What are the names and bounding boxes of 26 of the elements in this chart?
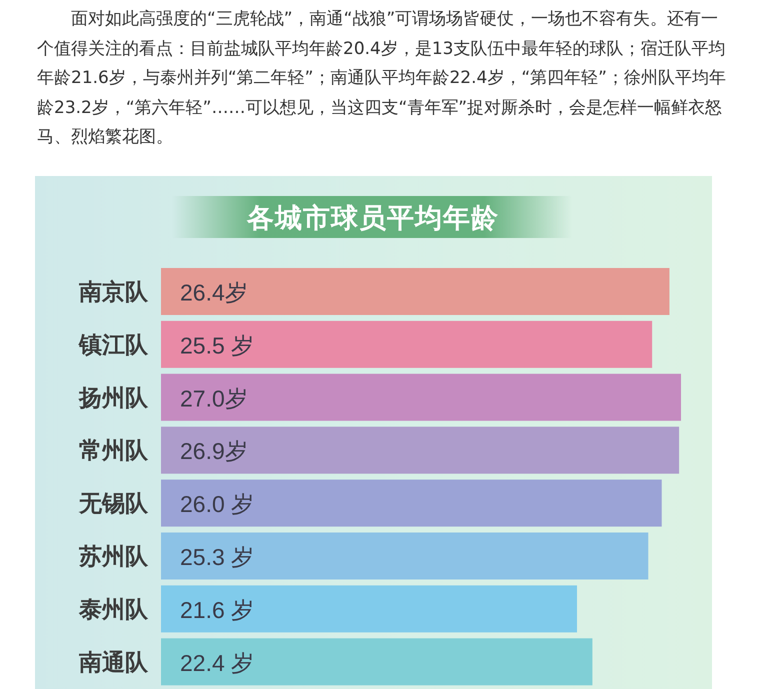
bar — [161, 320, 652, 368]
y-tick-label: 苏州队 — [78, 544, 149, 569]
data-label: 25.3 岁 — [180, 544, 254, 570]
y-tick-label: 泰州队 — [78, 596, 149, 622]
data-label: 27.0岁 — [180, 385, 248, 412]
data-label: 26.9岁 — [180, 438, 248, 464]
bar — [161, 374, 681, 421]
data-label: 26.4岁 — [180, 280, 248, 306]
y-tick-label: 镇江队 — [78, 332, 149, 358]
y-tick-label: 常州队 — [79, 438, 149, 464]
text: 面对如此高强度的“三虎轮战”，南通“战狼”可谓场场皆硬仗，一场也不容有失。还有一个值得关注的看点：目前盐城队平均年龄20.4岁，是13支队伍中最年轻的球队；宿迁队平均年龄21.6岁，与泰州并列“第二年轻”；南通队平均年龄22.4岁，“第四年轻”；徐州队平均年龄23.2岁，“第六年轻”……可以想见，当这四支“青年军”捉对厮杀时，会是怎样一幅鲜衣怒马、烈焰繁花图。 — [37, 8, 727, 149]
bar — [161, 532, 648, 580]
data-label: 22.4 岁 — [180, 650, 254, 676]
data-label: 21.6 岁 — [180, 596, 254, 623]
bar — [161, 480, 662, 527]
y-tick-label: 南京队 — [78, 280, 149, 304]
bar — [161, 638, 592, 686]
y-tick-label: 南通队 — [78, 650, 149, 675]
bar — [161, 426, 680, 474]
data-label: 26.0 岁 — [180, 491, 254, 518]
bar — [161, 585, 577, 632]
data-label: 25.5 岁 — [180, 332, 254, 358]
chart-title: 各城市球员平均年龄 — [246, 203, 499, 233]
y-tick-label: 扬州队 — [78, 385, 149, 410]
y-tick-label: 无锡队 — [78, 491, 149, 516]
bar — [161, 268, 670, 315]
